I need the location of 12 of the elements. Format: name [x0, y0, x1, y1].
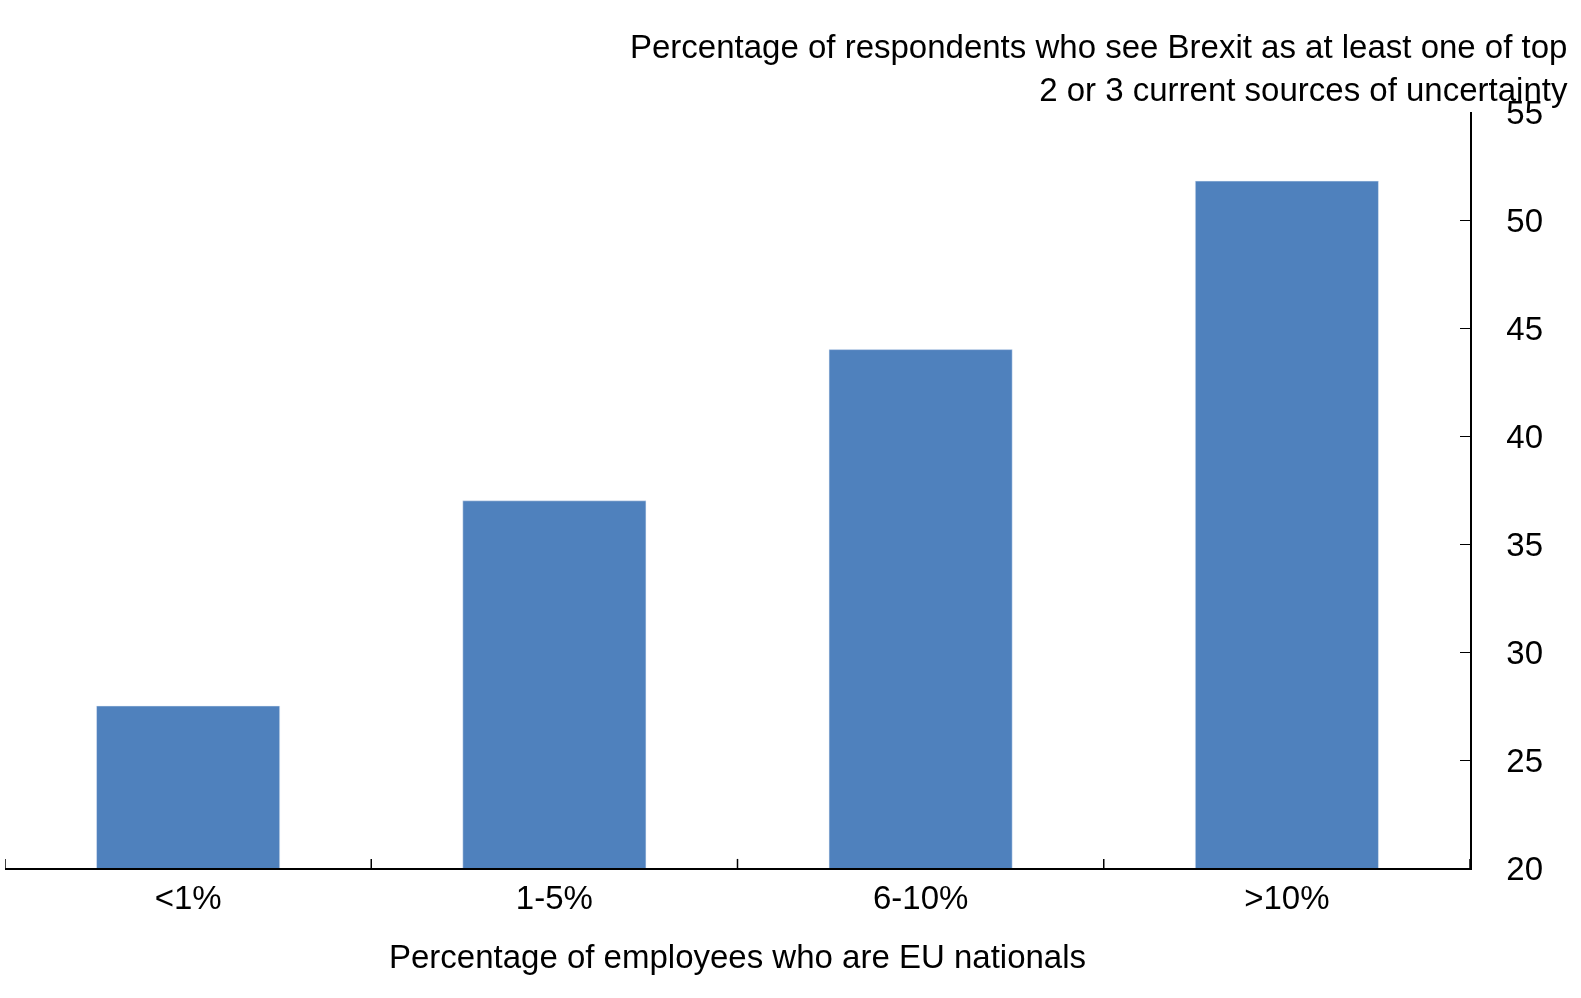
y-tick-label: 50 — [1506, 201, 1544, 239]
x-tick-label: 6-10% — [872, 879, 969, 917]
y-tick-label: 35 — [1506, 525, 1544, 563]
y-tick-label: 45 — [1506, 309, 1544, 347]
x-tick-label: 1-5% — [515, 879, 593, 917]
x-tick-label: >10% — [1244, 879, 1330, 917]
y-tick-label: 40 — [1506, 417, 1544, 455]
x-axis-title: Percentage of employees who are EU nationals — [388, 938, 1087, 976]
x-tick-label: <1% — [154, 879, 222, 917]
y-tick-label: 30 — [1506, 633, 1544, 671]
y-tick-label: 25 — [1506, 741, 1544, 779]
y-tick-label: 20 — [1506, 849, 1544, 887]
